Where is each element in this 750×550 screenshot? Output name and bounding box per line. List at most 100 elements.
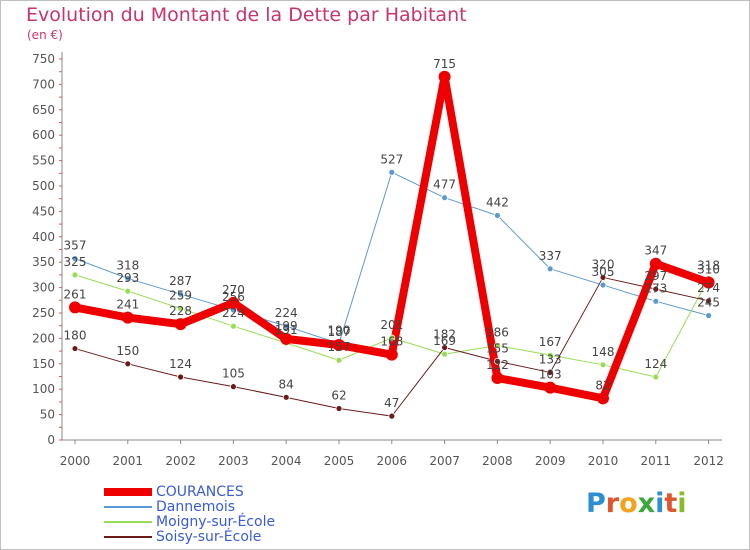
legend-item: Soisy-sur-École	[104, 529, 261, 545]
x-tick-label: 2012	[693, 454, 724, 468]
legend-label: COURANCES	[156, 484, 244, 500]
data-point	[652, 285, 660, 293]
data-label: 241	[116, 298, 139, 312]
data-label: 527	[380, 152, 403, 166]
data-label: 124	[169, 357, 192, 371]
data-point	[546, 369, 554, 376]
data-label: 297	[644, 269, 667, 283]
x-tick-label: 2007	[429, 454, 460, 468]
x-tick-label: 2004	[271, 454, 302, 468]
y-tick-label: 400	[32, 230, 55, 244]
data-point	[71, 345, 79, 352]
data-point	[124, 275, 132, 282]
data-point	[124, 287, 132, 295]
data-label: 182	[433, 328, 456, 342]
data-point	[335, 356, 343, 364]
legend-label: Soisy-sur-École	[156, 529, 262, 545]
data-point	[177, 290, 185, 298]
y-tick-label: 250	[32, 306, 55, 320]
y-tick-label: 100	[32, 382, 55, 396]
x-tick-label: 2003	[218, 454, 249, 468]
chart-unit-label: (en €)	[27, 28, 63, 42]
data-point	[335, 405, 343, 412]
data-point	[441, 350, 449, 358]
data-point	[388, 168, 396, 176]
data-label: 47	[384, 396, 399, 410]
data-point	[599, 281, 607, 289]
data-label: 274	[697, 281, 720, 295]
data-point	[546, 265, 554, 273]
data-point	[652, 373, 660, 381]
proxiti-logo: Proxiti	[586, 488, 687, 519]
data-label: 318	[116, 258, 139, 272]
legend-item: Dannemois	[104, 499, 235, 515]
data-point	[388, 334, 396, 342]
data-point	[124, 360, 132, 368]
data-label: 133	[539, 352, 562, 366]
data-label: 187	[328, 325, 351, 339]
chart-title: Evolution du Montant de la Dette par Hab…	[26, 4, 467, 26]
data-label: 287	[169, 274, 192, 288]
data-point	[599, 274, 607, 281]
y-tick-label: 700	[32, 77, 55, 91]
data-label: 191	[275, 323, 298, 337]
data-label: 442	[486, 195, 509, 209]
data-label: 310	[697, 263, 720, 277]
y-tick-label: 500	[32, 179, 55, 193]
legend-swatch	[104, 506, 152, 508]
data-point	[649, 257, 662, 270]
data-point	[705, 312, 712, 319]
data-point	[493, 342, 501, 349]
data-label: 169	[433, 334, 456, 348]
data-label: 150	[116, 344, 139, 358]
legend-label: Dannemois	[156, 499, 236, 515]
data-label: 261	[64, 287, 87, 301]
y-tick-label: 150	[32, 357, 55, 371]
data-point	[702, 276, 715, 289]
legend-item: Moigny-sur-École	[104, 514, 275, 530]
data-label: 270	[222, 283, 245, 297]
data-point	[282, 393, 290, 401]
y-tick-label: 750	[32, 52, 55, 66]
y-tick-label: 450	[32, 204, 55, 218]
data-point	[282, 322, 290, 330]
data-point	[388, 412, 396, 420]
data-label: 103	[539, 368, 562, 382]
data-point	[69, 301, 81, 314]
data-label: 325	[64, 255, 87, 269]
data-label: 201	[380, 318, 403, 332]
data-label: 105	[222, 367, 245, 381]
data-point	[71, 255, 79, 263]
logo-letter: x	[637, 488, 656, 519]
data-label: 318	[697, 258, 720, 272]
logo-letter: r	[605, 488, 620, 519]
data-label: 305	[592, 265, 615, 279]
data-point	[493, 212, 501, 219]
data-point	[229, 383, 237, 391]
data-point	[333, 339, 345, 352]
data-label: 148	[592, 345, 615, 359]
data-point	[652, 297, 660, 305]
data-label: 157	[328, 340, 351, 354]
data-point	[177, 373, 185, 381]
data-label: 224	[222, 306, 245, 320]
x-tick-label: 2001	[113, 454, 144, 468]
data-point	[705, 297, 712, 305]
data-label: 245	[697, 296, 720, 310]
y-tick-label: 50	[40, 408, 55, 422]
data-point	[597, 392, 609, 405]
data-point	[599, 361, 607, 369]
y-tick-label: 350	[32, 255, 55, 269]
data-label: 256	[222, 290, 245, 304]
data-label: 190	[328, 323, 351, 337]
data-point	[177, 305, 185, 312]
data-point	[438, 70, 451, 83]
y-tick-label: 600	[32, 128, 55, 142]
data-label: 199	[275, 319, 298, 333]
line-chart: 0 50 100 150 200 250 300 350 400 450 500 550 600 650 7…	[32, 52, 724, 468]
data-label: 84	[279, 377, 294, 391]
data-point	[546, 351, 554, 359]
legend-swatch	[104, 488, 152, 496]
logo-letter: P	[586, 488, 606, 519]
